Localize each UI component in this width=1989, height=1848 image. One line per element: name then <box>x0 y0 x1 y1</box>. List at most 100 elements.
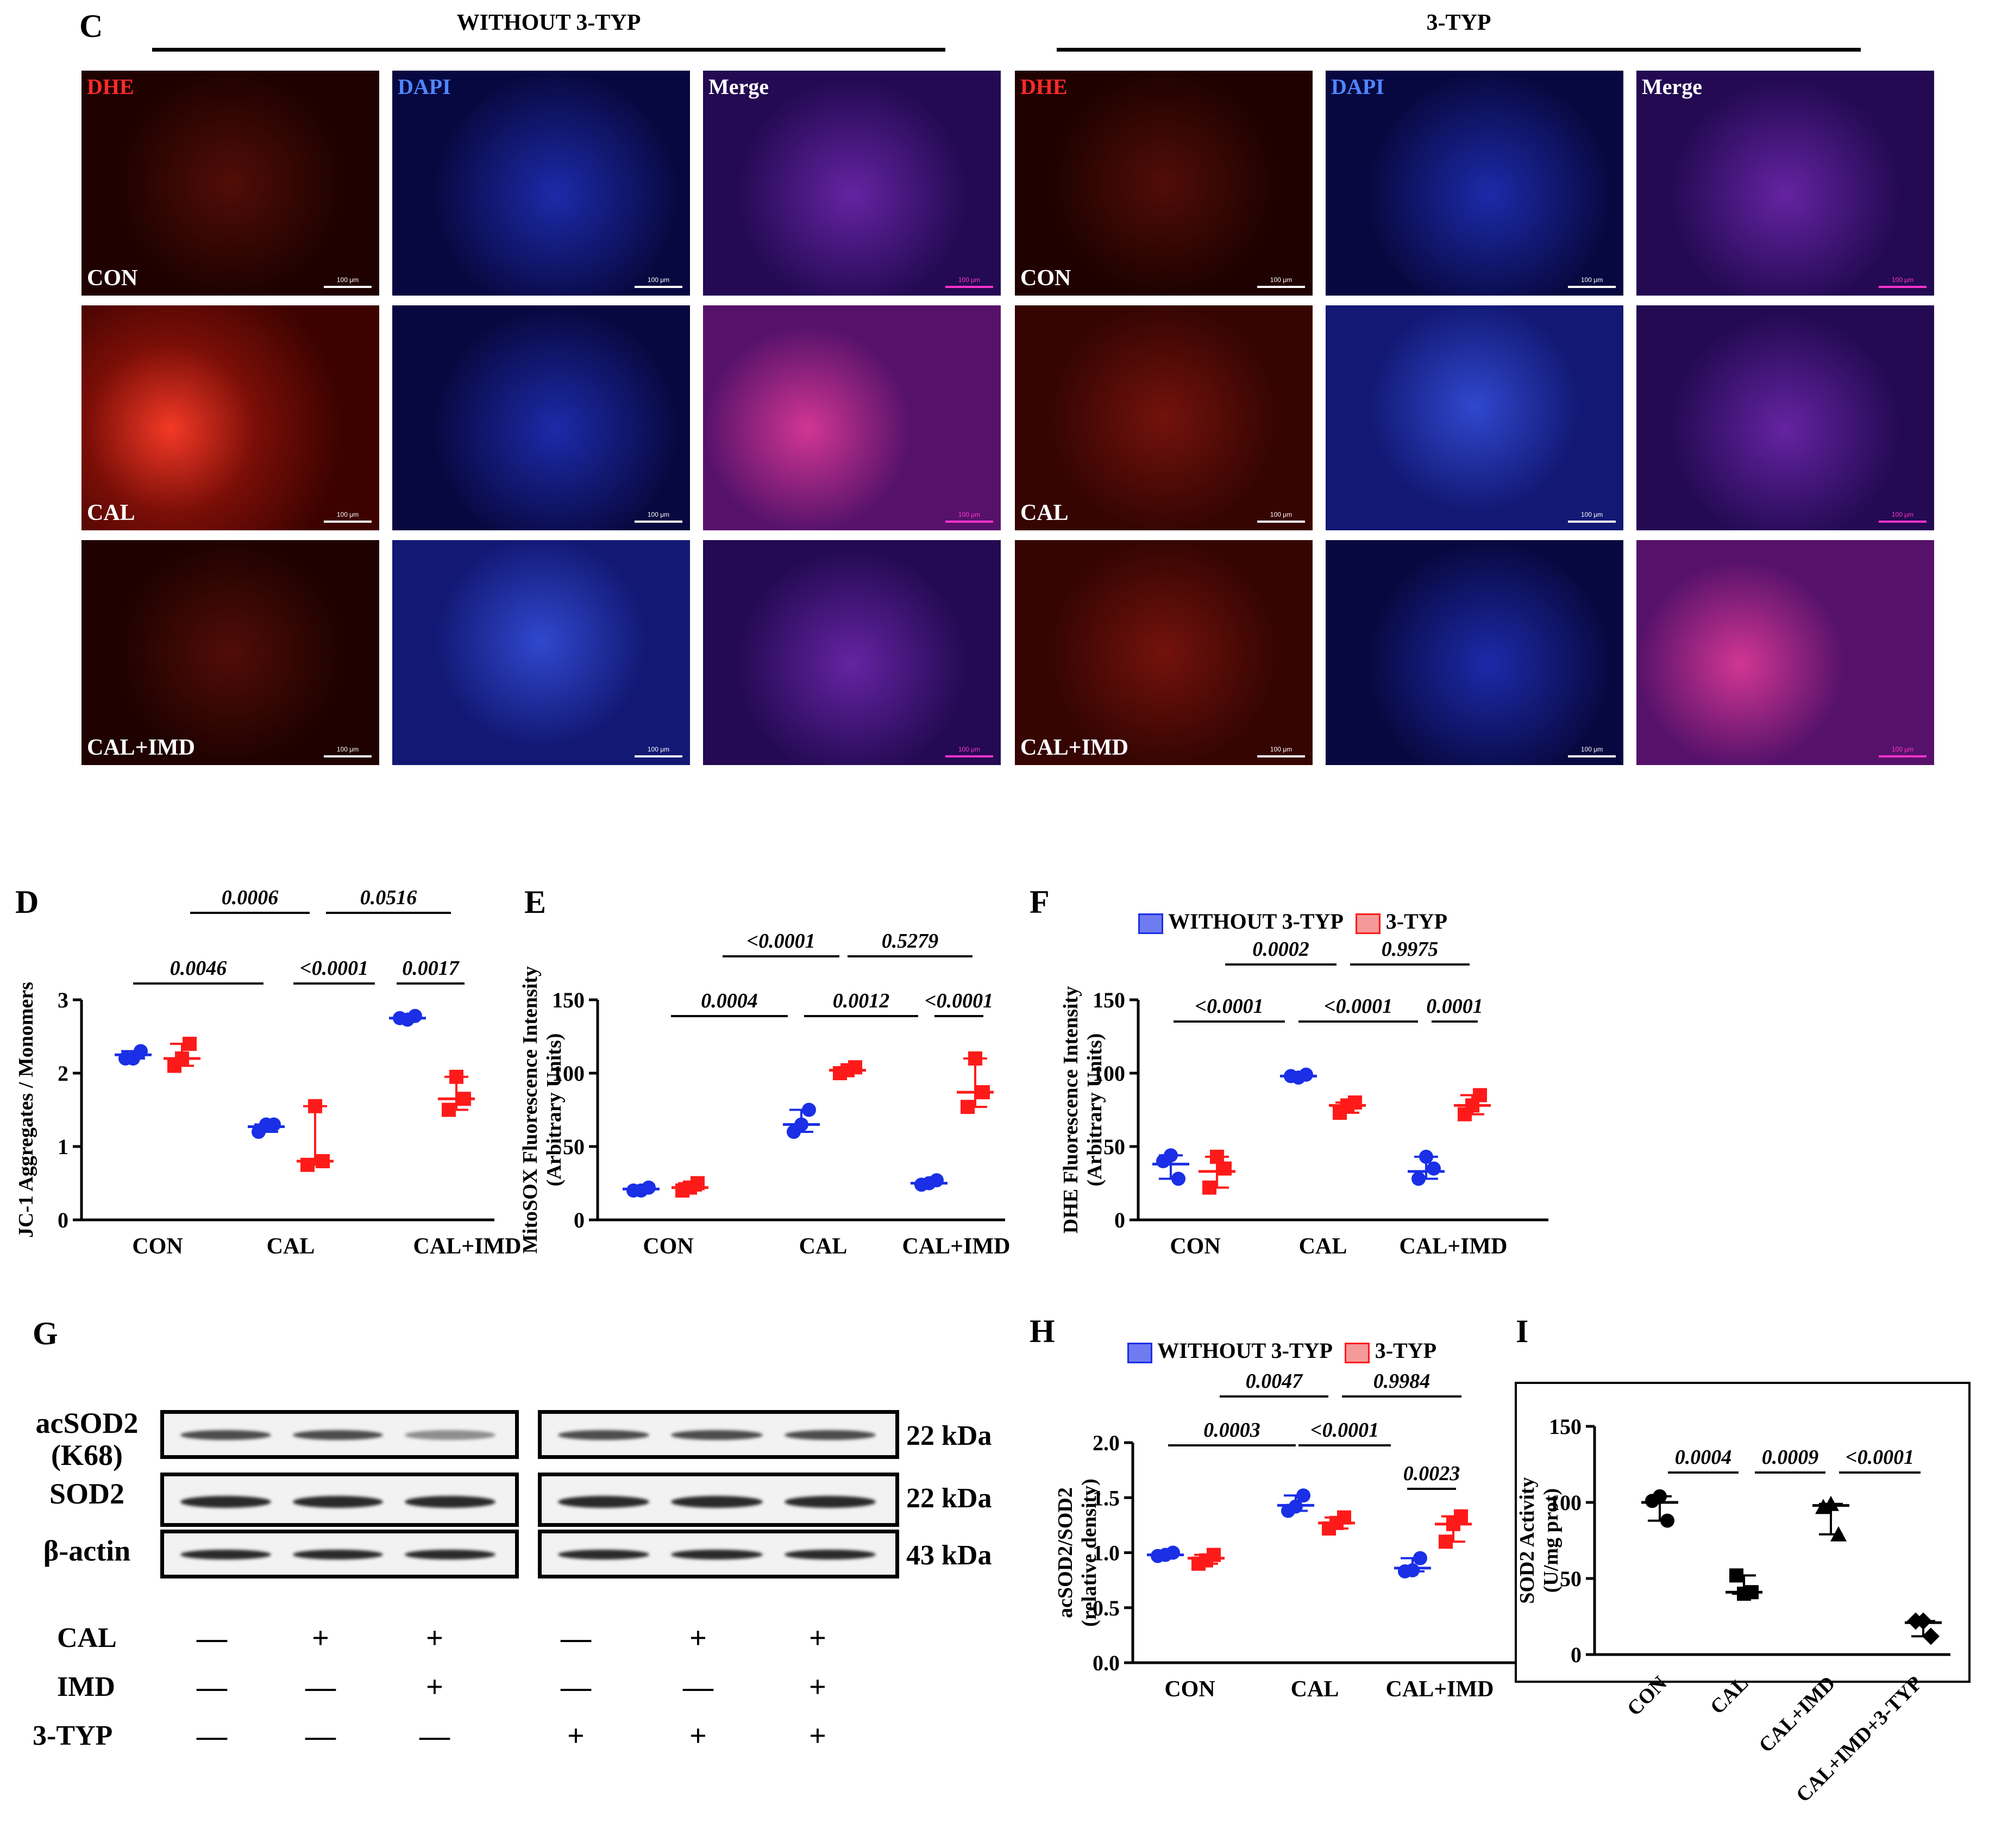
condition-sign: + <box>809 1621 826 1655</box>
y-axis-label: (Arbitrary Units) <box>1083 1033 1106 1187</box>
data-point <box>300 1157 315 1172</box>
condition-sign: + <box>426 1621 443 1655</box>
p-value-label: 0.0516 <box>360 886 417 909</box>
data-point <box>1660 1513 1674 1528</box>
condition-sign: — <box>305 1670 336 1704</box>
scale-bar-label: 100 μm <box>1580 511 1603 518</box>
y-tick-label: 50 <box>1103 1135 1125 1159</box>
blot-band <box>784 1496 876 1508</box>
data-point <box>1653 1489 1667 1504</box>
molecular-weight-label: 43 kDa <box>906 1540 992 1571</box>
blot-band <box>558 1430 650 1440</box>
legend-label-with: 3-TYP <box>1385 909 1448 934</box>
blot-band <box>405 1496 495 1508</box>
p-value-label: 0.9975 <box>1382 938 1439 961</box>
legend-swatch-without <box>1127 1342 1152 1363</box>
data-point <box>449 1069 463 1084</box>
x-tick-label: CON <box>1170 1234 1220 1259</box>
x-tick-label: CON <box>132 1234 183 1259</box>
chart-h: H 0.0 0.5 1.0 1.5 2.0 acSOD2/SOD2 (relative den… <box>1030 1313 1516 1702</box>
p-value-label: 0.0009 <box>1762 1446 1819 1469</box>
data-point <box>1329 1515 1344 1530</box>
channel-label: Merge <box>708 74 769 99</box>
blot-strip-without-3typ <box>160 1473 519 1527</box>
channel-label: Merge <box>1642 74 1703 99</box>
y-axis-label: acSOD2/SOD2 <box>1054 1487 1077 1618</box>
blot-band <box>405 1550 495 1559</box>
data-point <box>1922 1627 1940 1645</box>
blot-band <box>671 1430 763 1440</box>
data-point <box>922 1176 936 1191</box>
blot-band <box>292 1496 384 1508</box>
y-tick-label: 1.0 <box>1093 1541 1120 1565</box>
scale-bar-label: 100 μm <box>647 276 670 284</box>
p-value-label: 0.5279 <box>882 930 939 953</box>
p-value-label: 0.0047 <box>1246 1370 1304 1393</box>
y-tick-label: 0 <box>574 1208 585 1232</box>
data-point <box>840 1063 855 1078</box>
micrograph-dhe-cal-imd-without-3typ: CAL+IMD 100 μm <box>81 540 379 765</box>
condition-sign: — <box>419 1719 450 1753</box>
data-point <box>1158 1548 1172 1562</box>
panel-label: I <box>1516 1313 1528 1349</box>
blot-band <box>784 1550 876 1559</box>
channel-label: DAPI <box>1331 74 1384 99</box>
data-point <box>1439 1534 1453 1549</box>
data-point <box>634 1183 648 1198</box>
scale-bar <box>1879 755 1927 757</box>
p-value-label: <0.0001 <box>1310 1419 1379 1442</box>
panel-label: H <box>1030 1313 1055 1349</box>
scale-bar-label: 100 μm <box>336 746 359 753</box>
data-point <box>1289 1499 1303 1514</box>
micrograph-dapi-con-without-3typ: DAPI 100 μm <box>392 71 690 296</box>
scale-bar <box>945 286 993 288</box>
data-point <box>126 1051 140 1066</box>
micrograph-dhe-con-3typ: DHE CON 100 μm <box>1015 71 1313 296</box>
y-tick-label: 1 <box>58 1135 68 1159</box>
micrograph-dapi-cal-imd-without-3typ: 100 μm <box>392 540 690 765</box>
scale-bar <box>1257 286 1305 288</box>
micrograph-dapi-cal-without-3typ: 100 μm <box>392 305 690 530</box>
p-value-label: <0.0001 <box>925 989 993 1012</box>
scale-bar-label: 100 μm <box>1270 511 1292 518</box>
micrograph-dapi-con-3typ: DAPI 100 μm <box>1326 71 1623 296</box>
x-tick-label: CAL+IMD <box>1386 1677 1494 1702</box>
y-tick-label: 150 <box>552 988 585 1012</box>
blot-band <box>405 1430 495 1440</box>
scale-bar-label: 100 μm <box>1891 746 1914 753</box>
condition-sign: + <box>809 1670 826 1704</box>
scale-bar-label: 100 μm <box>336 511 359 518</box>
micrograph-dhe-cal-imd-3typ: CAL+IMD 100 μm <box>1015 540 1313 765</box>
y-tick-label: 150 <box>1093 988 1125 1012</box>
p-value-label: 0.0046 <box>170 957 227 980</box>
x-tick-label: CON <box>1164 1677 1215 1702</box>
data-point <box>175 1051 189 1066</box>
condition-sign: + <box>689 1621 707 1655</box>
data-point <box>1406 1563 1420 1577</box>
y-tick-label: 0.0 <box>1093 1651 1120 1675</box>
x-tick-label: CON <box>643 1234 693 1259</box>
x-tick-label: CAL <box>799 1234 848 1259</box>
micrograph-dapi-cal-imd-3typ: 100 μm <box>1326 540 1623 765</box>
group-label: CAL <box>87 500 135 525</box>
y-axis-label: (relative density) <box>1078 1479 1101 1627</box>
blot-strip-3typ <box>538 1530 899 1578</box>
blot-band <box>180 1430 271 1440</box>
condition-label: 3-TYP <box>33 1720 113 1751</box>
p-value-label: 0.9984 <box>1373 1370 1430 1393</box>
y-tick-label: 2.0 <box>1093 1431 1120 1455</box>
data-point <box>1729 1568 1743 1583</box>
x-tick-label: CAL+IMD <box>902 1234 1011 1259</box>
scale-bar <box>635 755 682 757</box>
data-point <box>1419 1149 1433 1164</box>
blot-strip-without-3typ <box>160 1410 519 1459</box>
condition-sign: — <box>683 1670 713 1704</box>
blot-strip-without-3typ <box>160 1530 519 1578</box>
data-point <box>1411 1172 1426 1186</box>
legend-swatch-without <box>1138 913 1163 934</box>
legend-label-without: WITHOUT 3-TYP <box>1168 909 1342 934</box>
p-value-label: 0.0006 <box>222 886 279 909</box>
scale-bar-label: 100 μm <box>1270 746 1292 753</box>
data-point <box>308 1099 322 1113</box>
scale-bar <box>324 521 372 523</box>
